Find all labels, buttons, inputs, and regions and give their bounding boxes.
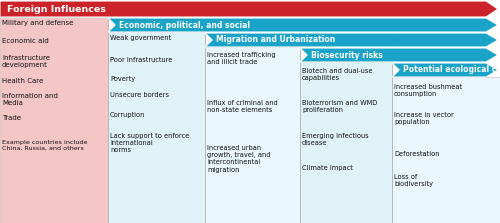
Text: Example countries include
China, Russia, and others: Example countries include China, Russia,…	[2, 140, 87, 151]
Polygon shape	[108, 18, 498, 32]
Text: Influx of criminal and
non-state elements: Influx of criminal and non-state element…	[207, 100, 278, 113]
Text: Poor infrastructure: Poor infrastructure	[110, 57, 172, 63]
Text: Deforestation: Deforestation	[394, 151, 440, 157]
Text: Increase in vector
population: Increase in vector population	[394, 112, 454, 125]
Bar	[0, 17, 108, 223]
Polygon shape	[300, 48, 498, 62]
Polygon shape	[205, 33, 498, 47]
Text: Increased bushmeat
consumption: Increased bushmeat consumption	[394, 84, 462, 97]
Text: Migration and Urbanization: Migration and Urbanization	[216, 35, 336, 45]
Text: Loss of
biodiversity: Loss of biodiversity	[394, 174, 433, 187]
Text: Military and defense: Military and defense	[2, 20, 74, 26]
Text: Increased trafficking
and illicit trade: Increased trafficking and illicit trade	[207, 52, 276, 65]
Text: Lack support to enforce
international
norms: Lack support to enforce international no…	[110, 133, 189, 153]
Text: Biosecurity risks: Biosecurity risks	[312, 50, 383, 60]
Text: Bioterrorism and WMD
proliferation: Bioterrorism and WMD proliferation	[302, 100, 378, 113]
Text: Information and
Media: Information and Media	[2, 93, 58, 106]
Bar	[108, 32, 205, 223]
Polygon shape	[0, 1, 498, 17]
Text: Economic aid: Economic aid	[2, 38, 49, 44]
Bar	[205, 47, 300, 223]
Text: Foreign Influences: Foreign Influences	[6, 4, 105, 14]
Text: Economic, political, and social: Economic, political, and social	[120, 21, 250, 29]
Bar	[392, 77, 500, 223]
Text: Emerging infectious
disease: Emerging infectious disease	[302, 133, 368, 146]
Text: Health Care: Health Care	[2, 78, 43, 84]
Text: Potential ecological crises: Potential ecological crises	[404, 66, 500, 74]
Polygon shape	[392, 63, 498, 77]
Text: Infrastructure
development: Infrastructure development	[2, 55, 50, 68]
Text: Corruption: Corruption	[110, 112, 146, 118]
Text: Poverty: Poverty	[110, 76, 135, 82]
Bar	[300, 62, 392, 223]
Text: Increased urban
growth, travel, and
intercontinental
migration: Increased urban growth, travel, and inte…	[207, 145, 270, 173]
Text: Unsecure borders: Unsecure borders	[110, 92, 169, 98]
Text: Biotech and dual-use
capabilities: Biotech and dual-use capabilities	[302, 68, 372, 81]
Text: Climate impact: Climate impact	[302, 165, 353, 171]
Text: Weak government: Weak government	[110, 35, 171, 41]
Text: Trade: Trade	[2, 115, 21, 121]
